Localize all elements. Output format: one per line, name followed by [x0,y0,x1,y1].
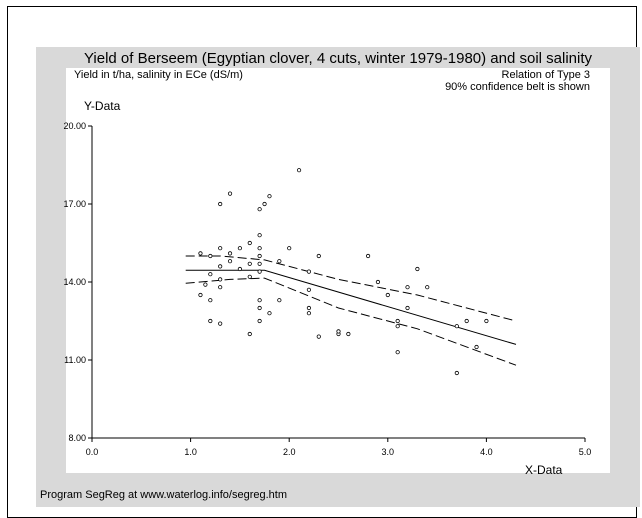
data-point [336,329,341,334]
data-point [262,201,267,207]
data-point [306,311,312,316]
x-tick-label: 2.0 [283,447,296,457]
data-point [405,285,410,290]
data-point [306,305,312,311]
data-point [484,318,489,324]
data-point [203,282,208,287]
data-point [365,253,371,259]
data-point [425,285,430,290]
data-point [247,240,252,246]
data-point [198,292,203,298]
data-point [454,324,459,329]
data-point [247,274,252,279]
data-point [208,298,213,303]
data-point [395,318,400,324]
x-tick-label: 3.0 [382,447,395,457]
data-point [227,191,233,196]
data-point [198,251,203,256]
x-axis-label: X-Data [525,463,563,477]
data-point [237,246,242,251]
data-point [296,168,302,173]
data-point [218,285,223,290]
data-point [257,207,262,212]
data-point [257,246,262,251]
y-tick-label: 14.00 [63,277,86,287]
data-point [227,251,233,256]
data-point [415,266,420,272]
data-point [257,298,262,303]
plot-area [66,68,610,473]
data-point [257,318,262,324]
data-point [257,253,262,259]
data-point [218,201,223,207]
data-point [454,370,459,376]
data-point [257,269,262,274]
regression-line [185,269,517,345]
data-point [375,279,381,285]
data-point [316,253,321,259]
data-point [385,292,390,298]
y-tick-label: 8.00 [68,433,86,443]
data-point [277,259,282,264]
data-point [218,264,223,269]
data-point [267,311,272,316]
data-point [208,253,213,259]
data-point [227,259,233,264]
chart-title: Yield of Berseem (Egyptian clover, 4 cut… [83,50,593,67]
x-tick-label: 0.0 [86,447,99,457]
x-tick-label: 4.0 [480,447,493,457]
data-point [464,318,469,324]
footer-credit: Program SegReg at www.waterlog.info/segr… [40,489,288,501]
data-point [257,261,262,266]
y-tick-label: 17.00 [63,199,86,209]
data-point [247,261,252,266]
data-point [208,272,213,277]
data-point [395,324,400,329]
data-point [267,194,272,199]
confidence-belt-label: 90% confidence belt is shown [445,81,590,93]
data-point [257,233,262,238]
y-tick-label: 11.00 [64,355,86,365]
data-point [316,334,321,339]
data-point [306,287,312,292]
x-tick-label: 5.0 [579,447,592,457]
data-point [237,266,242,272]
upper-confidence-line [185,255,517,322]
data-point [346,331,351,337]
x-tick-label: 1.0 [184,447,197,457]
data-point [277,298,282,303]
data-point [474,344,479,350]
data-point [247,331,252,337]
data-point [395,350,400,355]
data-point [287,246,292,251]
data-point [405,305,410,311]
y-tick-label: 20.00 [63,121,86,131]
data-point [218,246,223,251]
relation-type-label: Relation of Type 3 [501,69,590,81]
chart-canvas: 8.00 11.00 14.00 17.00 20.00 0.0 1.0 2.0 3.0 4.0 5… [63,121,592,457]
data-point [208,318,213,324]
lower-confidence-line [185,277,517,366]
y-axis-label: Y-Data [84,99,121,113]
data-point [306,269,312,274]
data-point [257,305,262,311]
chart-subtitle-units: Yield in t/ha, salinity in ECe (dS/m) [74,69,243,81]
data-point [218,277,223,282]
data-point [218,321,223,326]
